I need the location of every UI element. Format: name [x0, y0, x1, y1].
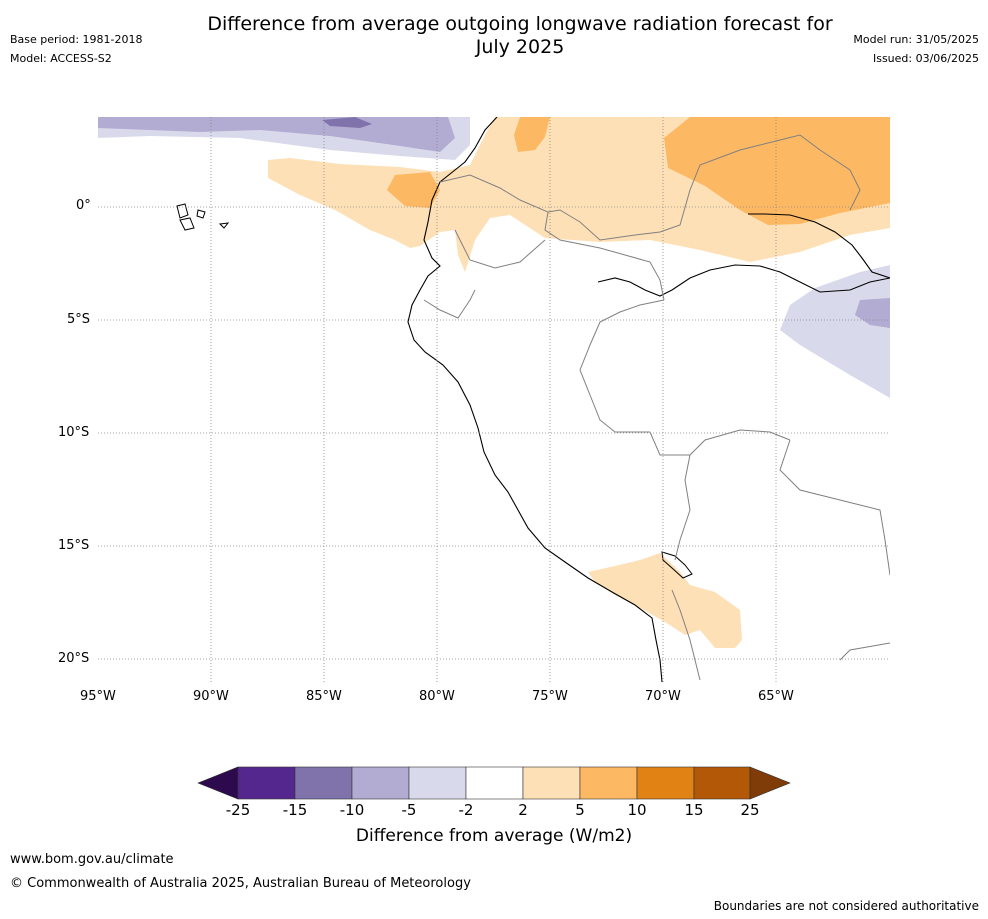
model-run-label: Model run: 31/05/2025 [853, 33, 979, 46]
lake-titicaca [661, 551, 693, 579]
colorbar-tick: -10 [339, 801, 365, 819]
coastline [407, 117, 663, 682]
colorbar-bin [465, 766, 524, 800]
page-title: Difference from average outgoing longwav… [150, 13, 890, 59]
colorbar-tick: -15 [282, 801, 308, 819]
anomaly-region-neg-east [780, 265, 890, 398]
rio-negro [748, 213, 890, 279]
lat-label-15s: 15°S [58, 538, 90, 553]
issued-label: Issued: 03/06/2025 [872, 52, 979, 65]
lon-label-65w: 65°W [758, 689, 794, 704]
footer-copyright: © Commonwealth of Australia 2025, Austra… [10, 876, 471, 891]
colorbar-bin [636, 766, 695, 800]
lon-label-75w: 75°W [532, 689, 568, 704]
anomaly-region-pos-north-core-1 [387, 172, 440, 208]
national-borders [423, 134, 890, 681]
colorbar [197, 766, 791, 800]
colorbar-tick: 25 [740, 801, 760, 819]
anomaly-region-pos-south [588, 553, 742, 648]
anomaly-region-pos-north-core-2 [514, 117, 550, 152]
colorbar-extend-max [749, 766, 791, 800]
lat-label-5s: 5°S [67, 312, 91, 327]
lat-label-20s: 20°S [58, 651, 90, 666]
colorbar-tick: -5 [401, 801, 417, 819]
colorbar-bin [351, 766, 410, 800]
anomaly-region-neg-north-strong [322, 117, 372, 128]
colorbar-tick: -25 [225, 801, 251, 819]
colorbar-tick: 15 [684, 801, 704, 819]
colorbar-tick: -2 [458, 801, 474, 819]
colorbar-bin [237, 766, 296, 800]
anomaly-region-pos-north-core-3 [664, 117, 890, 225]
lon-label-85w: 85°W [306, 689, 342, 704]
anomaly-region-neg-east-core [855, 298, 890, 328]
lon-label-95w: 95°W [80, 689, 116, 704]
base-period-label: Base period: 1981-2018 [10, 33, 143, 46]
amazon-river [597, 264, 890, 297]
title-line-1: Difference from average outgoing longwav… [207, 13, 833, 35]
colorbar-tick: 2 [518, 801, 528, 819]
lon-label-80w: 80°W [419, 689, 455, 704]
model-label: Model: ACCESS-S2 [10, 52, 112, 65]
title-line-2: July 2025 [475, 36, 565, 58]
footer-disclaimer: Boundaries are not considered authoritat… [713, 899, 979, 913]
graticule [98, 117, 890, 682]
lon-label-70w: 70°W [645, 689, 681, 704]
lon-label-90w: 90°W [193, 689, 229, 704]
colorbar-bin [579, 766, 638, 800]
colorbar-title: Difference from average (W/m2) [355, 826, 633, 846]
footer-url[interactable]: www.bom.gov.au/climate [10, 852, 174, 867]
colorbar-extend-min [197, 766, 239, 800]
colorbar-tick: 10 [627, 801, 647, 819]
colorbar-bin [693, 766, 751, 800]
colorbar-tick: 5 [575, 801, 585, 819]
lat-label-0: 0° [76, 198, 91, 213]
galapagos-islands [176, 203, 230, 231]
lat-label-10s: 10°S [58, 425, 90, 440]
colorbar-bin [522, 766, 581, 800]
colorbar-bin [294, 766, 353, 800]
colorbar-bin [408, 766, 467, 800]
